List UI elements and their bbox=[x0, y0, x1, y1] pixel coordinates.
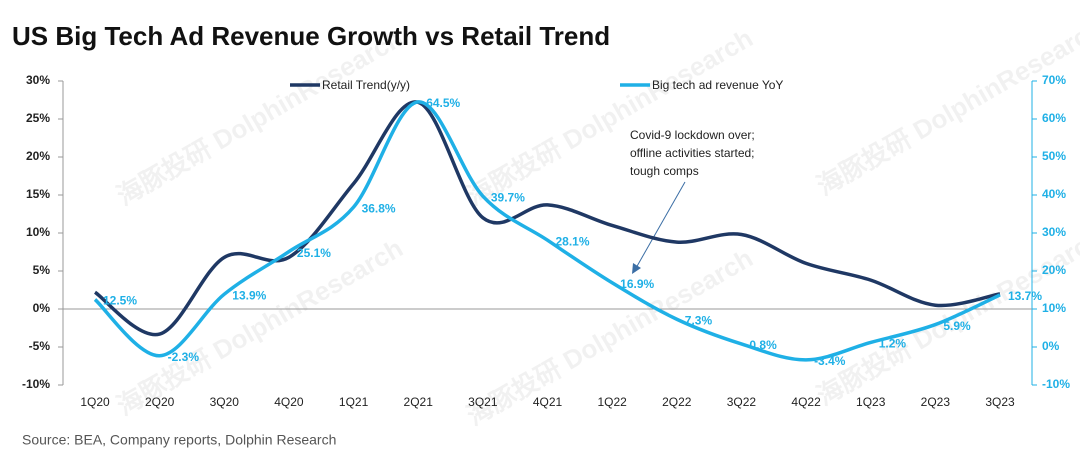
y2-tick-label: 60% bbox=[1042, 111, 1066, 125]
data-label: 1.2% bbox=[879, 337, 907, 351]
series-line bbox=[93, 100, 1001, 362]
x-tick-label: 2Q23 bbox=[921, 395, 951, 409]
arrow-head bbox=[632, 263, 641, 274]
data-label: 64.5% bbox=[426, 96, 460, 110]
y-tick-label: 25% bbox=[26, 111, 50, 125]
chart-title: US Big Tech Ad Revenue Growth vs Retail … bbox=[12, 21, 610, 51]
x-tick-label: 4Q20 bbox=[274, 395, 304, 409]
legend-label: Big tech ad revenue YoY bbox=[652, 78, 783, 92]
y-tick-label: -10% bbox=[22, 377, 50, 391]
watermark: 海豚投研 DolphinResearch bbox=[811, 223, 1080, 412]
x-tick-label: 3Q22 bbox=[727, 395, 757, 409]
y2-tick-label: 50% bbox=[1042, 149, 1066, 163]
x-tick-label: 1Q20 bbox=[80, 395, 110, 409]
watermark: 海豚投研 DolphinResearch bbox=[111, 23, 408, 212]
y2-tick-label: 0% bbox=[1042, 339, 1060, 353]
y-tick-label: 0% bbox=[33, 301, 51, 315]
x-tick-label: 3Q20 bbox=[210, 395, 240, 409]
x-tick-label: 2Q20 bbox=[145, 395, 175, 409]
data-label: 13.9% bbox=[232, 288, 266, 302]
x-tick-label: 4Q21 bbox=[533, 395, 563, 409]
data-label: -3.4% bbox=[814, 354, 846, 368]
source: Source: BEA, Company reports, Dolphin Re… bbox=[22, 432, 336, 448]
x-tick-label: 1Q21 bbox=[339, 395, 369, 409]
data-label: 5.9% bbox=[943, 319, 971, 333]
y-tick-label: 30% bbox=[26, 73, 50, 87]
y2-tick-label: 20% bbox=[1042, 263, 1066, 277]
data-label: 36.8% bbox=[362, 201, 396, 215]
y2-tick-label: 10% bbox=[1042, 301, 1066, 315]
x-tick-label: 3Q21 bbox=[468, 395, 498, 409]
y2-tick-label: -10% bbox=[1042, 377, 1070, 391]
y-tick-label: 10% bbox=[26, 225, 50, 239]
annotation-arrow bbox=[635, 181, 686, 269]
data-label: -2.3% bbox=[168, 350, 200, 364]
annotation: offline activities started; bbox=[630, 146, 755, 160]
x-tick-label: 4Q22 bbox=[791, 395, 821, 409]
x-tick-label: 2Q22 bbox=[662, 395, 692, 409]
watermark: 海豚投研 DolphinResearch bbox=[461, 23, 758, 212]
data-label: 0.8% bbox=[749, 338, 777, 352]
data-label: 12.5% bbox=[103, 294, 137, 308]
y-tick-label: -5% bbox=[29, 339, 51, 353]
watermark: 海豚投研 DolphinResearch bbox=[111, 233, 408, 422]
x-tick-label: 1Q22 bbox=[597, 395, 627, 409]
y2-tick-label: 40% bbox=[1042, 187, 1066, 201]
annotation: tough comps bbox=[630, 164, 699, 178]
legend-label: Retail Trend(y/y) bbox=[322, 78, 410, 92]
y2-tick-label: 70% bbox=[1042, 73, 1066, 87]
data-label: 16.9% bbox=[620, 277, 654, 291]
y-tick-label: 15% bbox=[26, 187, 50, 201]
data-label: 39.7% bbox=[491, 190, 525, 204]
x-tick-label: 3Q23 bbox=[985, 395, 1015, 409]
data-label: 7.3% bbox=[685, 313, 713, 327]
watermark: 海豚投研 DolphinResearch bbox=[811, 13, 1080, 202]
data-label: 13.7% bbox=[1008, 289, 1042, 303]
data-label: 28.1% bbox=[556, 234, 590, 248]
y-tick-label: 5% bbox=[33, 263, 51, 277]
data-label: 25.1% bbox=[297, 246, 331, 260]
y-tick-label: 20% bbox=[26, 149, 50, 163]
y2-tick-label: 30% bbox=[1042, 225, 1066, 239]
x-tick-label: 1Q23 bbox=[856, 395, 886, 409]
annotation: Covid-9 lockdown over; bbox=[630, 128, 755, 142]
x-tick-label: 2Q21 bbox=[404, 395, 434, 409]
